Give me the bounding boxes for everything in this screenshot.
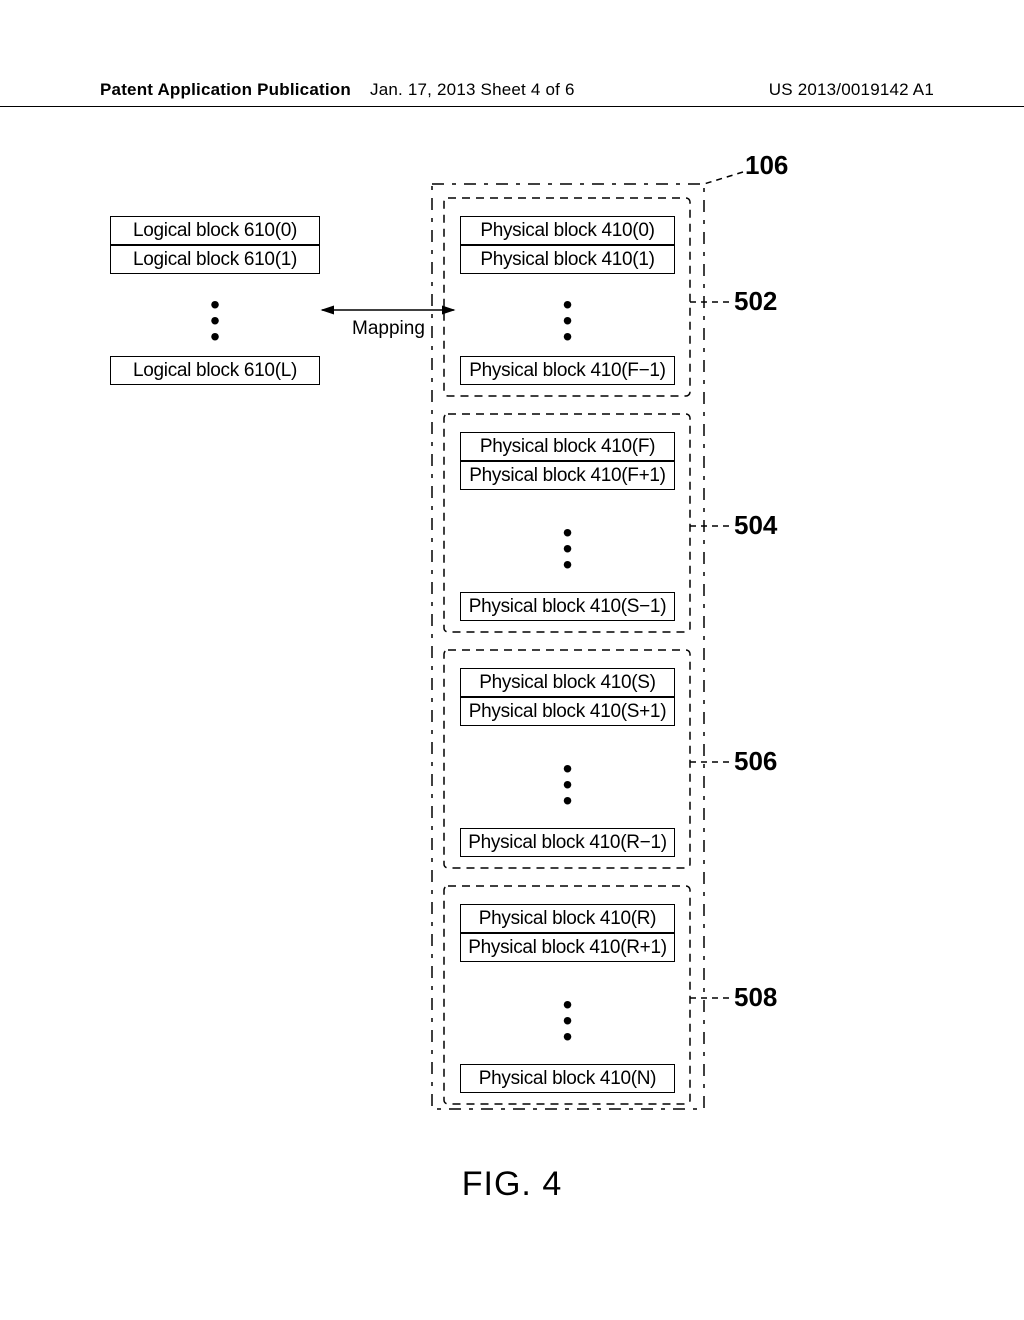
logical-block-row: Logical block 610(0) bbox=[110, 216, 320, 245]
figure-label: FIG. 4 bbox=[0, 1165, 1024, 1204]
physical-block-row: Physical block 410(F−1) bbox=[460, 356, 675, 385]
callout-ref: 508 bbox=[734, 982, 777, 1013]
vdots-icon: ••• bbox=[558, 522, 578, 576]
physical-block-row: Physical block 410(F) bbox=[460, 432, 675, 461]
callout-106: 106 bbox=[745, 150, 788, 181]
physical-block-row: Physical block 410(S+1) bbox=[460, 697, 675, 726]
vdots-icon: ••• bbox=[558, 294, 578, 348]
physical-block-row: Physical block 410(R+1) bbox=[460, 933, 675, 962]
physical-block-row: Physical block 410(F+1) bbox=[460, 461, 675, 490]
diagram-canvas: Logical block 610(0) Logical block 610(1… bbox=[0, 0, 1024, 1320]
vdots-icon: ••• bbox=[205, 294, 225, 348]
physical-block-row: Physical block 410(R) bbox=[460, 904, 675, 933]
physical-block-row: Physical block 410(S−1) bbox=[460, 592, 675, 621]
callout-ref: 504 bbox=[734, 510, 777, 541]
mapping-label: Mapping bbox=[352, 318, 425, 340]
callout-ref: 506 bbox=[734, 746, 777, 777]
callout-ref: 502 bbox=[734, 286, 777, 317]
vdots-icon: ••• bbox=[558, 994, 578, 1048]
physical-block-row: Physical block 410(0) bbox=[460, 216, 675, 245]
physical-block-row: Physical block 410(1) bbox=[460, 245, 675, 274]
physical-block-row: Physical block 410(S) bbox=[460, 668, 675, 697]
physical-block-row: Physical block 410(N) bbox=[460, 1064, 675, 1093]
logical-block-row: Logical block 610(L) bbox=[110, 356, 320, 385]
diagram-svg bbox=[0, 0, 1024, 1320]
vdots-icon: ••• bbox=[558, 758, 578, 812]
physical-block-row: Physical block 410(R−1) bbox=[460, 828, 675, 857]
logical-block-row: Logical block 610(1) bbox=[110, 245, 320, 274]
